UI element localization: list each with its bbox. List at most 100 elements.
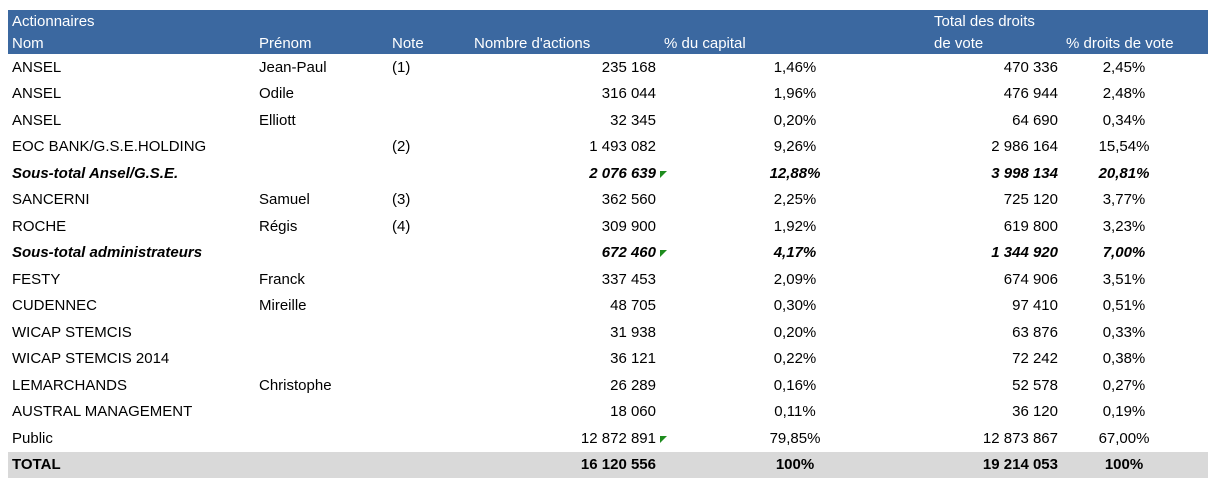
cell: 9,26% <box>773 138 817 156</box>
cell <box>1062 10 1208 32</box>
cell: 12 872 891 <box>580 429 656 447</box>
cell: 0,30% <box>773 297 817 315</box>
cell: Elliott <box>259 111 296 129</box>
cell <box>255 160 388 187</box>
cell: 64 690 <box>1012 111 1058 129</box>
cell: Jean-Paul <box>259 58 327 76</box>
cell: % droits de vote <box>1062 32 1208 54</box>
cell: 235 168 <box>601 58 656 76</box>
cell: 97 410 <box>1012 297 1058 315</box>
cell: 0,34% <box>1102 111 1146 129</box>
cell: ANSEL <box>12 58 62 76</box>
data-row: TOTAL 16 120 556 100% 19 214 053 100% <box>8 451 1208 478</box>
cell: 4,17% <box>773 244 817 262</box>
cell: 16 120 556 <box>470 451 660 478</box>
cell: Nom <box>8 32 255 54</box>
cell: 0,33% <box>1102 323 1146 341</box>
cell: 0,51% <box>1102 297 1146 315</box>
cell <box>388 319 470 346</box>
cell: Prénom <box>255 32 388 54</box>
cell: ROCHE <box>12 217 67 235</box>
cell: CUDENNEC <box>12 297 98 315</box>
cell: 19 214 053 <box>930 451 1062 478</box>
cell: Franck <box>259 270 305 288</box>
cell: Public <box>12 429 53 447</box>
cell: Christophe <box>259 376 332 394</box>
data-row: ANSEL Elliott 32 345 0,20% 64 690 0,34% <box>8 107 1208 134</box>
cell: 0,16% <box>773 376 817 394</box>
cell: 3 998 134 <box>991 164 1058 182</box>
cell <box>255 10 388 32</box>
header-row: Actionnaires Total des droits <box>8 10 1208 32</box>
cell: 0,11% <box>774 403 816 421</box>
data-row: ROCHE Régis (4) 309 900 1,92% 619 800 3,23% <box>8 213 1208 240</box>
cell: 32 345 <box>610 111 656 129</box>
cell <box>388 160 470 187</box>
cell-marker <box>660 171 667 178</box>
cell: LEMARCHANDS <box>12 376 128 394</box>
cell: Sous-total Ansel/G.S.E. <box>12 164 179 182</box>
cell: 20,81% <box>1098 164 1150 182</box>
cell: (3) <box>392 191 411 209</box>
cell: 36 120 <box>1012 403 1058 421</box>
cell: 470 336 <box>1003 58 1058 76</box>
cell: 52 578 <box>1012 376 1058 394</box>
cell: Régis <box>259 217 298 235</box>
cell-marker <box>660 250 667 257</box>
cell <box>255 134 388 161</box>
cell <box>660 10 930 32</box>
cell: FESTY <box>12 270 61 288</box>
cell: 3,51% <box>1102 270 1146 288</box>
cell: 1 344 920 <box>991 244 1058 262</box>
cell: 2,45% <box>1102 58 1146 76</box>
data-row: ANSEL Odile 316 044 1,96% 476 944 2,48% <box>8 81 1208 108</box>
cell: 2 986 164 <box>991 138 1058 156</box>
cell: 1,46% <box>773 58 817 76</box>
cell: 362 560 <box>601 191 656 209</box>
cell: TOTAL <box>8 451 255 478</box>
cell: Nombre d'actions <box>470 32 660 54</box>
cell: 12 873 867 <box>982 429 1058 447</box>
cell: 72 242 <box>1012 350 1058 368</box>
cell: Actionnaires <box>8 10 255 32</box>
cell <box>255 425 388 452</box>
cell: Note <box>388 32 470 54</box>
data-row: WICAP STEMCIS 2014 36 121 0,22% 72 242 0,38% <box>8 346 1208 373</box>
data-row: EOC BANK/G.S.E.HOLDING (2) 1 493 082 9,26% 2… <box>8 134 1208 161</box>
cell <box>255 346 388 373</box>
cell: WICAP STEMCIS <box>12 323 132 341</box>
cell <box>255 399 388 426</box>
cell: Sous-total administrateurs <box>12 244 203 262</box>
cell <box>388 81 470 108</box>
cell <box>255 240 388 267</box>
data-row: Public 12 872 891 79,85% 12 873 867 67,00% <box>8 425 1208 452</box>
cell: 674 906 <box>1003 270 1058 288</box>
cell: 18 060 <box>610 403 656 421</box>
cell: 100% <box>1062 451 1208 478</box>
cell <box>470 10 660 32</box>
data-row: ANSEL Jean-Paul (1) 235 168 1,46% 470 336 2,45… <box>8 54 1208 81</box>
cell <box>388 346 470 373</box>
cell: 2 076 639 <box>589 164 656 182</box>
cell: EOC BANK/G.S.E.HOLDING <box>12 138 207 156</box>
data-row: LEMARCHANDS Christophe 26 289 0,16% 52 578 0,… <box>8 372 1208 399</box>
cell <box>388 107 470 134</box>
cell: 0,19% <box>1102 403 1146 421</box>
cell: ANSEL <box>12 111 62 129</box>
cell: % du capital <box>660 32 930 54</box>
cell: 1,96% <box>773 85 817 103</box>
cell: 476 944 <box>1003 85 1058 103</box>
cell: 0,20% <box>773 323 817 341</box>
cell: 26 289 <box>610 376 656 394</box>
cell: Mireille <box>259 297 307 315</box>
cell: 2,09% <box>773 270 817 288</box>
cell <box>388 451 470 478</box>
cell: 309 900 <box>601 217 656 235</box>
header-row: Nom Prénom Note Nombre d'actions% du capita… <box>8 32 1208 54</box>
cell: (2) <box>392 138 411 156</box>
cell: 79,85% <box>769 429 821 447</box>
cell: Total des droits <box>930 10 1062 32</box>
cell <box>255 319 388 346</box>
cell: 619 800 <box>1003 217 1058 235</box>
cell: 0,27% <box>1102 376 1146 394</box>
